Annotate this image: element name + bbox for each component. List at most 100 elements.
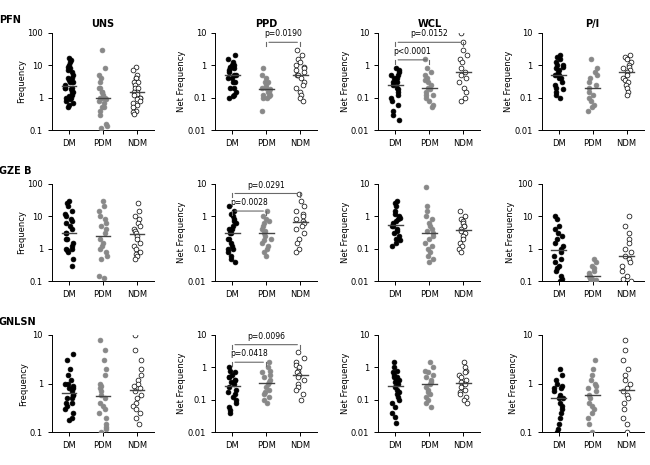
Point [131, 405, 142, 413]
Point [391, 203, 402, 210]
Point [229, 78, 240, 86]
Point [462, 52, 472, 59]
Point [424, 222, 435, 230]
Point [260, 227, 270, 235]
Point [421, 213, 432, 220]
Point [550, 71, 560, 79]
Point [291, 207, 302, 214]
Point [623, 78, 633, 86]
Point [66, 245, 77, 252]
Point [95, 107, 105, 114]
Text: p=0.0291: p=0.0291 [247, 180, 285, 190]
Point [391, 235, 402, 243]
Point [67, 68, 77, 76]
Point [386, 242, 396, 250]
Point [552, 235, 563, 243]
Point [454, 78, 464, 86]
Point [554, 420, 564, 428]
Text: p=0.0096: p=0.0096 [247, 332, 285, 341]
Point [587, 275, 597, 282]
Point [551, 84, 561, 92]
Point [257, 226, 267, 233]
Point [291, 84, 301, 92]
Point [94, 84, 105, 92]
Point [460, 364, 470, 371]
Point [394, 377, 404, 384]
Point [584, 84, 594, 92]
Point [224, 65, 235, 72]
Point [95, 399, 105, 407]
Point [557, 395, 567, 402]
Point [584, 78, 595, 86]
Point [229, 369, 240, 376]
Point [67, 226, 77, 233]
Point [226, 210, 236, 218]
Point [421, 399, 431, 407]
Point [389, 230, 399, 237]
Point [223, 56, 233, 63]
Text: p<0.0001: p<0.0001 [393, 47, 431, 56]
Text: p=0.0152: p=0.0152 [410, 29, 448, 39]
Point [291, 361, 301, 369]
Point [619, 372, 630, 379]
Point [263, 358, 274, 365]
Point [395, 214, 405, 221]
Point [67, 84, 77, 92]
Point [102, 123, 112, 130]
Point [427, 242, 437, 250]
Point [129, 110, 139, 117]
Point [458, 358, 469, 365]
Point [625, 248, 636, 256]
Point [298, 65, 309, 72]
Point [455, 373, 465, 381]
Point [584, 399, 594, 407]
Point [291, 226, 301, 233]
Point [423, 386, 434, 394]
Point [62, 246, 72, 254]
Point [620, 222, 630, 230]
Point [231, 88, 241, 96]
Point [224, 373, 234, 381]
Point [460, 213, 471, 220]
Point [461, 88, 471, 96]
Point [68, 409, 78, 417]
Point [129, 78, 140, 86]
Point [624, 230, 634, 237]
Point [461, 74, 471, 82]
Point [549, 387, 560, 395]
Point [298, 220, 309, 227]
Point [227, 242, 237, 250]
Point [592, 258, 602, 266]
Y-axis label: Net Frequency: Net Frequency [506, 202, 515, 263]
Point [98, 402, 108, 410]
Point [64, 416, 74, 424]
Point [424, 235, 434, 243]
Point [422, 396, 433, 404]
Point [554, 52, 565, 59]
Point [390, 199, 400, 207]
Point [618, 275, 628, 282]
Point [391, 391, 402, 398]
Point [391, 377, 401, 384]
Point [62, 395, 72, 402]
Point [227, 394, 238, 401]
Point [62, 380, 73, 387]
Point [394, 213, 404, 220]
Point [95, 380, 105, 387]
Point [295, 59, 306, 66]
Point [389, 364, 400, 371]
Point [292, 71, 302, 79]
Point [587, 402, 597, 410]
Point [96, 255, 106, 262]
Point [128, 104, 138, 111]
Point [99, 230, 110, 237]
Point [587, 409, 597, 417]
Point [129, 331, 140, 339]
Point [64, 222, 75, 230]
Point [458, 218, 468, 225]
Point [263, 394, 274, 401]
Point [131, 230, 141, 237]
Point [591, 382, 601, 390]
Point [94, 272, 105, 279]
Point [298, 218, 308, 225]
